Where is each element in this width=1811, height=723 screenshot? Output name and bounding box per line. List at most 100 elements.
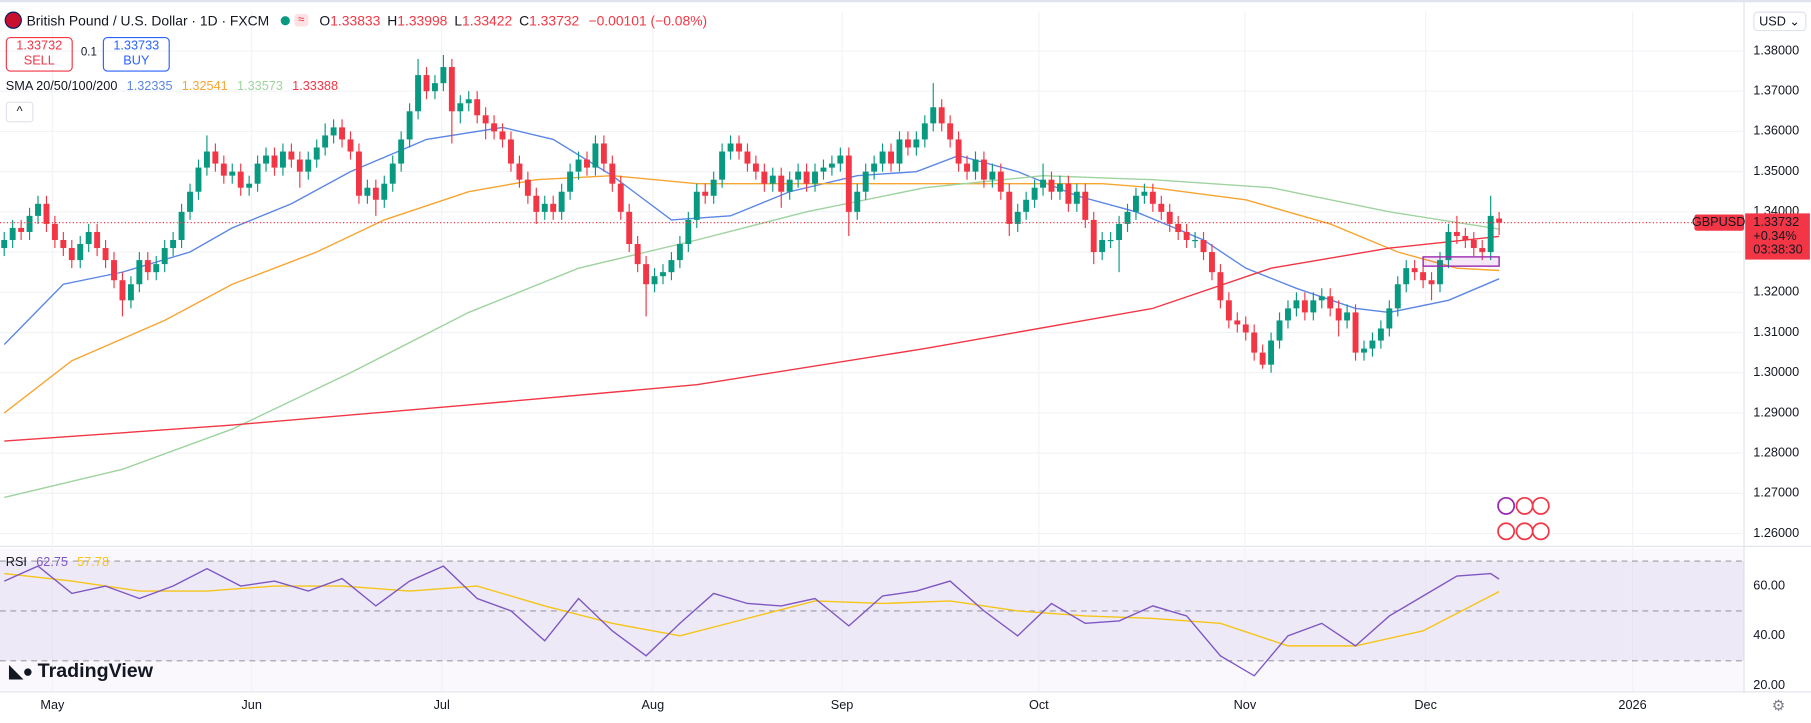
candle-body [1242,324,1249,333]
candle-body [1056,183,1063,192]
rsi-tick-label: 20.00 [1753,678,1785,692]
candle-body [626,211,633,245]
candle-body [153,264,160,273]
rsi-legend: RSI 62.75 57.78 [6,556,109,570]
buy-button[interactable]: 1.33733 BUY [102,36,170,72]
x-tick-label: Aug [642,698,665,712]
candle-body [144,260,151,273]
candle-body [786,179,793,192]
candle-body [279,151,286,168]
candle-body [803,171,810,184]
y-tick-label: 1.27000 [1753,486,1799,500]
candle-body [1361,348,1367,353]
candle-body [1335,308,1342,321]
x-tick-label: Dec [1414,698,1437,712]
candle-body [1251,332,1258,353]
candle-body [592,143,599,168]
candle-body [904,139,911,148]
candle-body [1107,239,1114,242]
candle-body [237,171,244,188]
candle-body [533,195,540,212]
candle-body [432,83,438,92]
candle-body [136,260,143,285]
candle-body [127,284,134,301]
candle-body [271,155,278,168]
candle-body [609,163,616,184]
candle-body [288,151,295,160]
event-icon[interactable] [1531,522,1550,541]
candle-body [389,163,396,184]
candle-body [727,143,734,152]
collapse-button[interactable]: ^ [5,101,34,123]
candle-body [955,139,962,164]
candle-body [415,75,422,112]
candle-body [1496,218,1503,223]
candle-body [1386,308,1393,329]
sma-value: 1.32335 [126,79,173,94]
candle-body [43,203,50,224]
candle-body [1470,239,1477,249]
event-icon[interactable] [1497,522,1516,541]
rsi-line [3,565,1500,677]
candle-body [1065,183,1072,204]
ohlc: O 1.33833 H 1.33998 L 1.33422 C 1.33732 [312,12,579,28]
candle-body [372,187,379,200]
candle-body [195,167,202,192]
y-tick-label: 1.35000 [1753,164,1799,178]
event-icon[interactable] [1531,496,1550,515]
x-tick-label: May [40,698,65,712]
brand-mark: ◣● [9,661,34,682]
candle-body [871,163,878,172]
event-icon[interactable] [1515,496,1534,515]
candle-body [347,139,354,152]
candle-body [364,187,371,196]
event-icon[interactable] [1515,522,1534,541]
candle-body [989,171,996,180]
x-tick-label: Jun [241,698,261,712]
candle-body [1023,199,1030,212]
symbol-tag-label: GBPUSD [1692,215,1746,229]
candle-body [795,171,802,180]
x-tick-label: Nov [1234,698,1257,712]
candle-body [567,171,574,192]
y-tick-label: 1.36000 [1753,124,1799,138]
sell-button[interactable]: 1.33732 SELL [5,36,73,72]
candle-body [1259,352,1266,365]
candle-body [94,231,101,249]
candle-body [685,219,692,245]
candle-body [119,280,126,301]
event-icon[interactable] [1497,496,1516,515]
x-tick-label: Jul [434,698,450,712]
symbol-tag [1694,214,1745,231]
candle-body [35,203,41,216]
candle-body [1048,179,1055,192]
candle-body [660,272,666,277]
settings-button[interactable]: ⚙ [1771,696,1786,714]
candle-body [1293,300,1300,309]
candle-body [879,151,886,164]
y-tick-label: 1.37000 [1753,84,1799,98]
candle-body [1132,195,1139,212]
candle-body [1327,296,1334,309]
delay-badge: ≈ [294,13,308,27]
candle-body [1268,340,1275,365]
y-tick-label: 1.32000 [1753,285,1799,299]
candle-body [524,179,531,196]
candle-body [111,260,117,281]
sma-value: 1.33573 [236,79,283,94]
candle-body [457,103,464,112]
x-tick-label: Sep [831,698,854,712]
candle-body [930,107,937,124]
candle-body [752,163,759,172]
currency-menu[interactable]: USD ⌄ [1753,11,1806,32]
candle-body [600,143,607,164]
candle-body [381,183,388,200]
sma-value: 1.32541 [181,79,228,94]
candle-body [1301,300,1308,313]
x-tick-label: Oct [1029,698,1049,712]
rsi-value: 62.75 [36,555,69,570]
candle-body [508,139,514,164]
rsi-label: RSI [5,555,27,570]
symbol-title[interactable]: British Pound / U.S. Dollar · 1D · FXCM [26,12,270,29]
